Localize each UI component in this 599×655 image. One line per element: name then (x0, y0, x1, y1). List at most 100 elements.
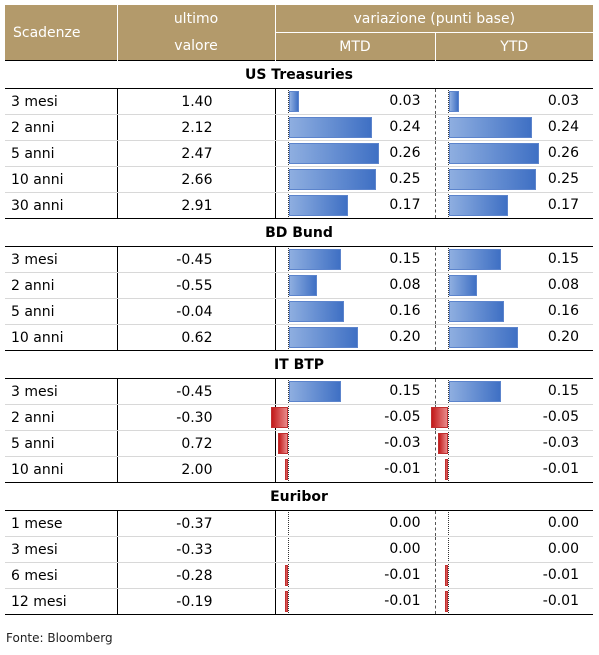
mtd-value: 0.08 (389, 277, 421, 293)
bar-axis (447, 90, 449, 113)
cell-scadenza: 5 anni (5, 140, 118, 167)
ytd-value: 0.15 (547, 383, 579, 399)
table-row: 10 anni 2.00 -0.01 -0.01 (5, 456, 593, 483)
mtd-value: 0.25 (389, 171, 421, 187)
mtd-bar (288, 143, 379, 164)
cell-ultimo-valore: 0.72 (117, 430, 276, 457)
ytd-bar (444, 459, 448, 480)
bar-axis (447, 248, 449, 271)
rates-table: Scadenze ultimo variazione (punti base) … (5, 5, 593, 615)
table-row: 3 mesi -0.33 0.00 0.00 (5, 536, 593, 563)
group-header: BD Bund (5, 218, 593, 247)
bar-axis (287, 590, 289, 613)
table-row: 3 mesi 1.40 0.03 0.03 (5, 88, 593, 115)
bar-axis (447, 590, 449, 613)
mtd-value: -0.01 (384, 461, 421, 477)
cell-scadenza: 2 anni (5, 114, 118, 141)
mtd-bar (284, 565, 288, 586)
cell-mtd: -0.01 (275, 562, 436, 589)
ytd-value: 0.03 (547, 93, 579, 109)
mtd-value: -0.03 (384, 435, 421, 451)
bar-axis (447, 274, 449, 297)
bar-axis (447, 380, 449, 403)
bar-axis (447, 512, 449, 535)
cell-scadenza: 10 anni (5, 166, 118, 193)
bar-axis (447, 432, 449, 455)
mtd-bar (284, 459, 288, 480)
cell-ytd: -0.05 (430, 404, 593, 431)
cell-scadenza: 3 mesi (5, 88, 118, 115)
cell-ultimo-valore: 0.62 (117, 324, 276, 351)
table-row: 5 anni 0.72 -0.03 -0.03 (5, 430, 593, 457)
cell-ytd: -0.03 (435, 430, 593, 457)
bar-axis (287, 406, 289, 429)
table-row: 12 mesi -0.19 -0.01 -0.01 (5, 588, 593, 615)
cell-scadenza: 12 mesi (5, 588, 118, 615)
cell-ytd: -0.01 (435, 588, 593, 615)
cell-ytd: -0.01 (435, 562, 593, 589)
ytd-value: 0.20 (547, 329, 579, 345)
table-row: 2 anni -0.30 -0.05 -0.05 (5, 404, 593, 431)
mtd-bar (288, 249, 341, 270)
cell-ultimo-valore: -0.37 (117, 510, 276, 537)
ytd-bar (448, 301, 504, 322)
group-title: Euribor (5, 482, 593, 511)
cell-mtd: -0.03 (275, 430, 436, 457)
cell-mtd: -0.01 (275, 588, 436, 615)
cell-ytd: 0.15 (435, 378, 593, 405)
cell-scadenza: 10 anni (5, 456, 118, 483)
cell-mtd: 0.08 (275, 272, 436, 299)
mtd-bar (288, 301, 344, 322)
source-note: Fonte: Bloomberg (6, 631, 113, 645)
cell-ultimo-valore: -0.45 (117, 246, 276, 273)
cell-ultimo-valore: 2.47 (117, 140, 276, 167)
group-header: US Treasuries (5, 60, 593, 89)
cell-ultimo-valore: 2.66 (117, 166, 276, 193)
cell-mtd: 0.24 (275, 114, 436, 141)
bar-axis (447, 194, 449, 217)
mtd-value: 0.00 (389, 515, 421, 531)
table-row: 30 anni 2.91 0.17 0.17 (5, 192, 593, 219)
ytd-bar (444, 565, 448, 586)
cell-scadenza: 3 mesi (5, 246, 118, 273)
ytd-bar (448, 143, 539, 164)
mtd-bar (288, 117, 372, 138)
cell-ultimo-valore: 1.40 (117, 88, 276, 115)
ytd-value: 0.26 (547, 145, 579, 161)
group-title: BD Bund (5, 218, 593, 247)
ytd-bar (448, 117, 532, 138)
bar-axis (287, 512, 289, 535)
bar-axis (287, 326, 289, 349)
cell-ytd: 0.15 (435, 246, 593, 273)
bar-axis (287, 168, 289, 191)
mtd-bar (288, 195, 348, 216)
cell-ytd: -0.01 (435, 456, 593, 483)
bar-axis (447, 406, 449, 429)
ytd-value: -0.03 (542, 435, 579, 451)
ytd-bar (448, 249, 501, 270)
mtd-bar (288, 91, 299, 112)
ytd-value: -0.01 (542, 461, 579, 477)
table-row: 5 anni -0.04 0.16 0.16 (5, 298, 593, 325)
mtd-value: -0.05 (384, 409, 421, 425)
cell-mtd: 0.03 (275, 88, 436, 115)
ytd-bar (448, 91, 459, 112)
cell-ytd: 0.26 (435, 140, 593, 167)
bar-axis (447, 326, 449, 349)
header-mtd: MTD (275, 32, 436, 61)
table-body: US Treasuries 3 mesi 1.40 0.03 0.03 2 anni 2.1… (5, 60, 593, 615)
cell-ytd: 0.20 (435, 324, 593, 351)
mtd-value: 0.20 (389, 329, 421, 345)
bar-axis (287, 458, 289, 481)
cell-mtd: 0.00 (275, 536, 436, 563)
cell-mtd: 0.00 (275, 510, 436, 537)
table-row: 3 mesi -0.45 0.15 0.15 (5, 246, 593, 273)
bar-axis (447, 564, 449, 587)
cell-mtd: -0.05 (270, 404, 436, 431)
group-header: IT BTP (5, 350, 593, 379)
cell-ytd: 0.25 (435, 166, 593, 193)
cell-scadenza: 2 anni (5, 404, 118, 431)
ytd-value: -0.01 (542, 567, 579, 583)
table-row: 10 anni 2.66 0.25 0.25 (5, 166, 593, 193)
